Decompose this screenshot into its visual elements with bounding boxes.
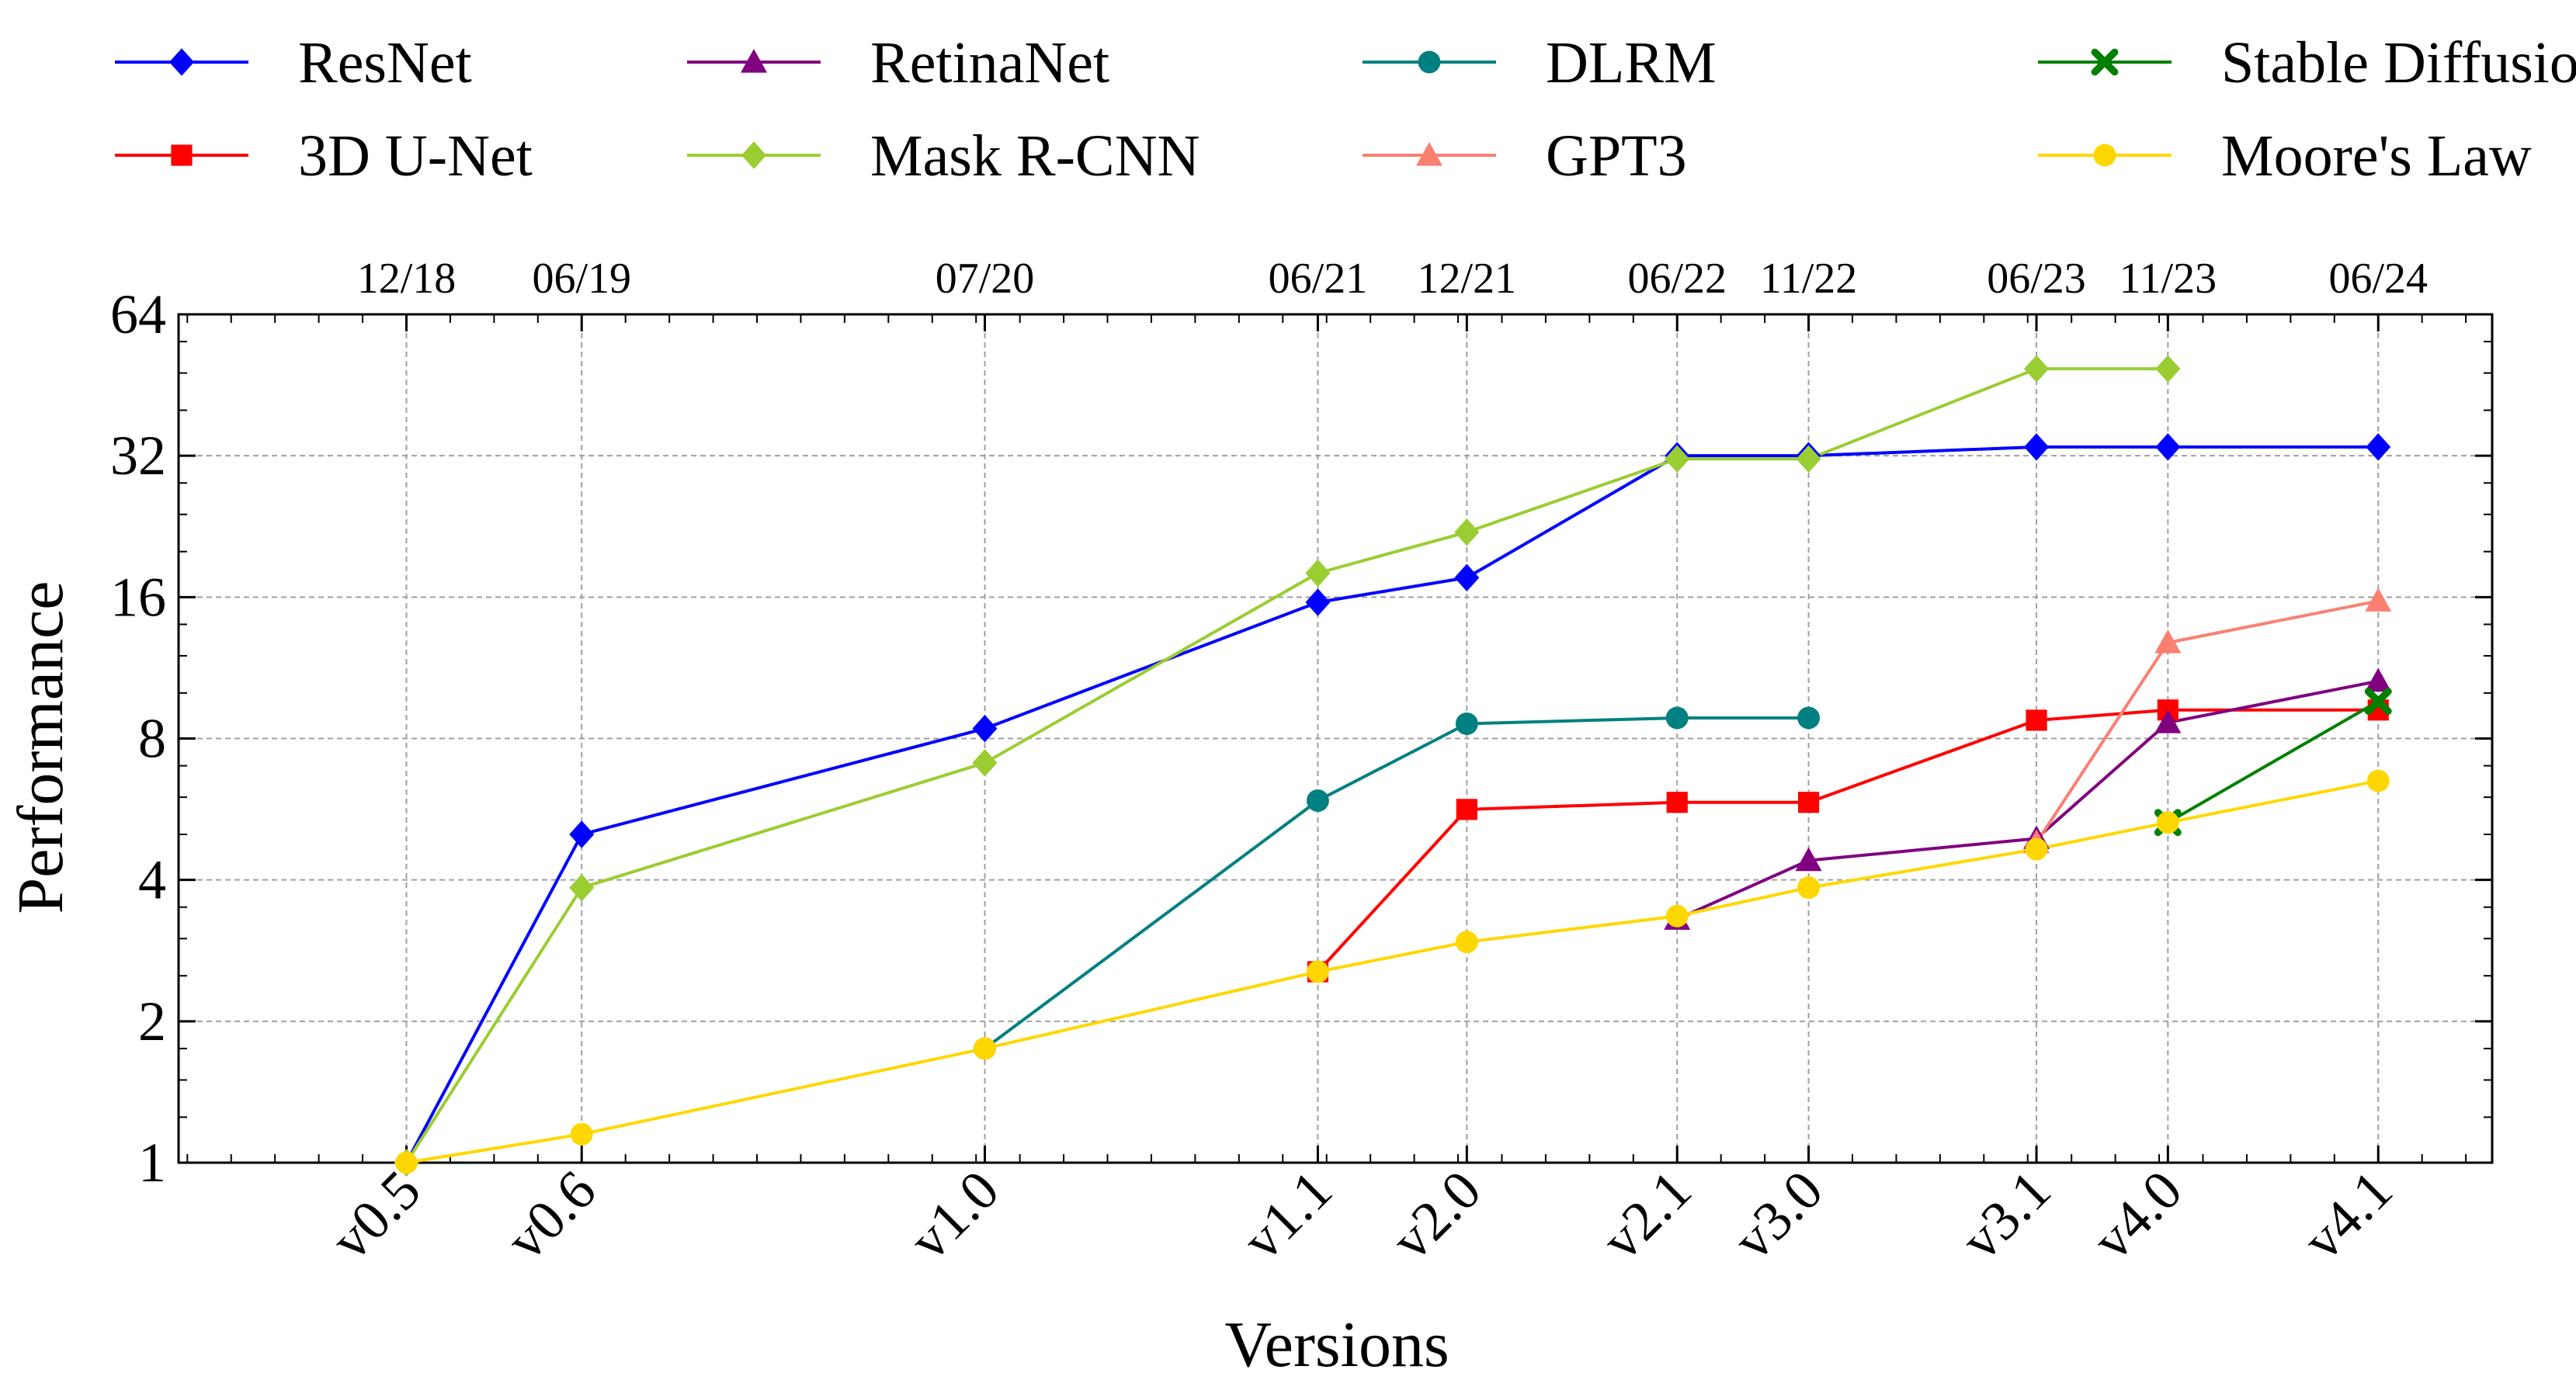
legend-item-dlrm: DLRM xyxy=(1363,30,1717,95)
legend-label: GPT3 xyxy=(1546,123,1687,189)
data-point-dlrm xyxy=(1665,706,1689,730)
data-point-mask-r-cnn xyxy=(569,873,595,902)
top-axis-date-label: 06/24 xyxy=(2328,255,2428,303)
data-point-mask-r-cnn xyxy=(2155,355,2181,383)
legend-marker xyxy=(2093,144,2116,167)
legend-marker xyxy=(741,141,766,169)
legend-label: Moore's Law xyxy=(2221,123,2532,189)
series-line-resnet xyxy=(404,445,2379,1163)
data-point-resnet xyxy=(1305,588,1331,616)
y-tick-label: 2 xyxy=(138,990,166,1052)
legend-marker xyxy=(2091,48,2119,76)
data-point-3d-u-net xyxy=(2026,709,2047,731)
data-point-dlrm xyxy=(1455,713,1478,735)
data-point-retinanet xyxy=(2365,667,2392,692)
y-tick-label: 4 xyxy=(138,849,166,911)
top-axis-date-label: 12/18 xyxy=(357,255,457,303)
data-point-3d-u-net xyxy=(1666,792,1688,813)
top-axis-date-label: 06/23 xyxy=(1987,255,2086,303)
data-point-moore-s-law xyxy=(1455,931,1478,954)
data-point-resnet xyxy=(972,714,998,743)
data-point-resnet xyxy=(1454,563,1480,592)
data-point-gpt3 xyxy=(2154,629,2182,654)
legend-item-resnet: ResNet xyxy=(115,30,472,95)
legend-marker xyxy=(741,49,767,73)
top-axis-date-label: 06/21 xyxy=(1269,255,1368,303)
top-axis-date-label: 06/22 xyxy=(1627,255,1727,303)
data-point-stable-diffusion-v2 xyxy=(2364,688,2392,716)
y-tick-label: 8 xyxy=(138,708,166,770)
top-axis-date-label: 11/22 xyxy=(1760,255,1857,303)
x-stroke xyxy=(2364,688,2392,716)
data-point-mask-r-cnn xyxy=(1305,559,1331,588)
data-point-dlrm xyxy=(1797,706,1820,730)
y-tick-label: 1 xyxy=(138,1132,166,1194)
top-axis-date-label: 06/19 xyxy=(532,255,631,303)
legend-marker xyxy=(171,144,193,166)
data-point-moore-s-law xyxy=(974,1037,996,1060)
data-point-moore-s-law xyxy=(1797,876,1820,900)
legend: ResNet 3D U-Net RetinaNet Mask R-CNN DLRM GPT… xyxy=(115,30,2576,189)
data-point-mask-r-cnn xyxy=(2024,355,2050,383)
data-point-moore-s-law xyxy=(1665,904,1689,928)
data-point-resnet xyxy=(2155,433,2181,461)
data-point-mask-r-cnn xyxy=(1665,445,1690,473)
data-point-moore-s-law xyxy=(570,1122,593,1146)
top-axis-date-label: 12/21 xyxy=(1418,255,1517,303)
data-point-resnet xyxy=(569,820,595,848)
y-axis-label: Performance xyxy=(5,581,77,914)
series-line-stable-diffusion-v2 xyxy=(2167,699,2380,824)
data-point-moore-s-law xyxy=(1306,960,1329,983)
data-point-mask-r-cnn xyxy=(1796,445,1821,473)
series-line-moore-s-law xyxy=(406,779,2379,1164)
y-tick-label: 64 xyxy=(110,283,166,345)
data-point-moore-s-law xyxy=(2025,837,2048,861)
legend-label: RetinaNet xyxy=(870,30,1109,95)
legend-item-moore-s-law: Moore's Law xyxy=(2038,123,2532,189)
data-point-moore-s-law xyxy=(2366,769,2390,792)
data-point-resnet xyxy=(2366,433,2391,461)
data-point-gpt3 xyxy=(2365,588,2392,612)
marker-layer xyxy=(394,355,2392,1177)
data-point-dlrm xyxy=(1306,789,1329,812)
x-axis-label: Versions xyxy=(1224,1309,1449,1381)
legend-item-retinanet: RetinaNet xyxy=(687,30,1109,95)
legend-marker xyxy=(1416,142,1442,166)
legend-item-3d-u-net: 3D U-Net xyxy=(115,123,533,189)
legend-item-mask-r-cnn: Mask R-CNN xyxy=(687,123,1199,189)
x-stroke xyxy=(2091,48,2119,76)
legend-label: ResNet xyxy=(298,30,472,95)
axes xyxy=(177,313,2494,1164)
legend-label: Stable Diffusion v2 xyxy=(2221,30,2576,95)
data-point-mask-r-cnn xyxy=(972,749,998,777)
legend-label: 3D U-Net xyxy=(298,123,533,189)
legend-label: Mask R-CNN xyxy=(870,123,1199,189)
legend-item-stable-diffusion-v2: Stable Diffusion v2 xyxy=(2038,30,2576,95)
data-point-moore-s-law xyxy=(2156,811,2179,834)
data-point-resnet xyxy=(2024,433,2050,461)
data-point-3d-u-net xyxy=(1456,799,1477,820)
y-tick-label: 32 xyxy=(110,425,166,487)
data-point-retinanet xyxy=(2154,709,2182,733)
legend-marker xyxy=(1418,50,1441,74)
data-point-3d-u-net xyxy=(1797,792,1820,813)
data-point-mask-r-cnn xyxy=(1454,518,1480,546)
data-point-moore-s-law xyxy=(395,1151,418,1174)
legend-label: DLRM xyxy=(1546,30,1717,95)
y-tick-label: 16 xyxy=(110,566,166,628)
data-point-retinanet xyxy=(1795,847,1822,872)
top-axis-date-label: 11/23 xyxy=(2119,255,2217,303)
legend-marker xyxy=(169,48,194,76)
top-axis-date-label: 07/20 xyxy=(936,255,1035,303)
legend-item-gpt3: GPT3 xyxy=(1363,123,1687,189)
